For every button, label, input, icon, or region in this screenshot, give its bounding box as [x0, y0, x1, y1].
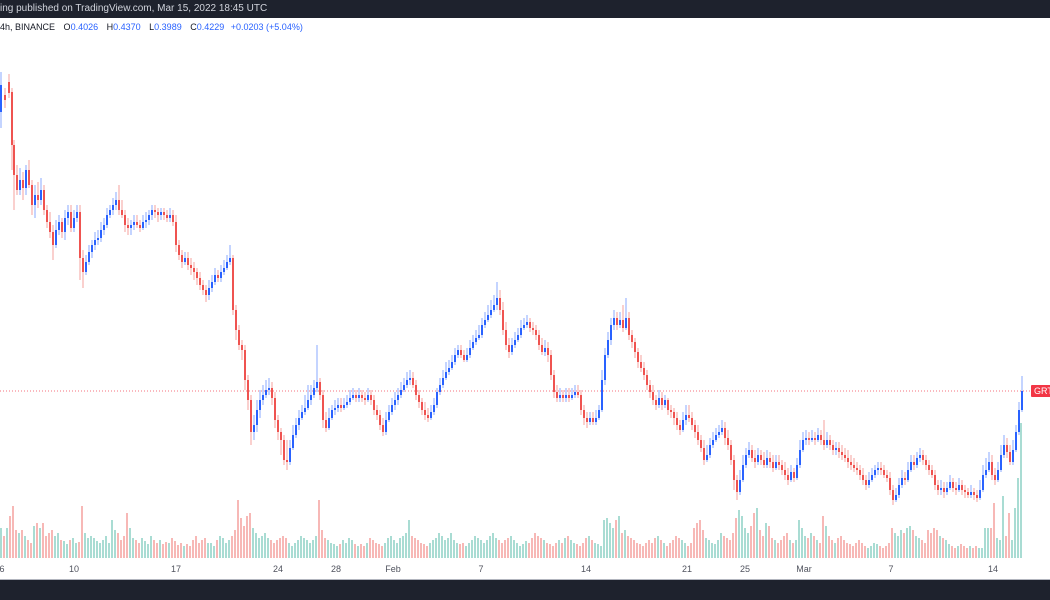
x-tick: 24 — [272, 564, 284, 574]
x-tick: 14 — [580, 564, 592, 574]
x-tick: 10 — [68, 564, 80, 574]
axis-divider — [0, 579, 1050, 580]
x-tick: 21 — [681, 564, 693, 574]
x-tick: 6 — [0, 564, 5, 574]
time-axis[interactable]: 6 10 17 24 28 Feb 7 14 21 25 Mar 7 14 — [0, 560, 1050, 580]
x-tick: 14 — [987, 564, 999, 574]
symbol-interval: 4h, BINANCE — [0, 22, 56, 32]
open-label: O — [63, 22, 71, 32]
close-label: C — [190, 22, 197, 32]
ohlc-legend: 4h, BINANCE O0.4026 H0.4370 L0.3989 C0.4… — [0, 20, 303, 34]
x-tick: Feb — [385, 564, 401, 574]
current-price-label: GRT — [1031, 385, 1050, 397]
x-tick: Mar — [796, 564, 812, 574]
close-value: 0.4229 — [196, 22, 225, 32]
low-label: L — [149, 22, 155, 32]
high-value: 0.4370 — [113, 22, 141, 32]
published-text: ing published on TradingView.com, Mar 15… — [0, 3, 268, 14]
high-label: H — [106, 22, 114, 32]
x-tick: 7 — [888, 564, 894, 574]
change-value: +0.0203 (+5.04%) — [230, 22, 303, 32]
x-tick: 28 — [330, 564, 342, 574]
bottom-bar — [0, 580, 1050, 600]
low-value: 0.3989 — [154, 22, 182, 32]
volume-bars — [0, 423, 1022, 558]
candlestick-chart[interactable] — [0, 36, 1050, 560]
candles — [0, 72, 1023, 505]
x-tick: 25 — [739, 564, 751, 574]
x-tick: 17 — [170, 564, 182, 574]
published-banner: ing published on TradingView.com, Mar 15… — [0, 0, 1050, 18]
open-value: 0.4026 — [70, 22, 99, 32]
x-tick: 7 — [478, 564, 484, 574]
